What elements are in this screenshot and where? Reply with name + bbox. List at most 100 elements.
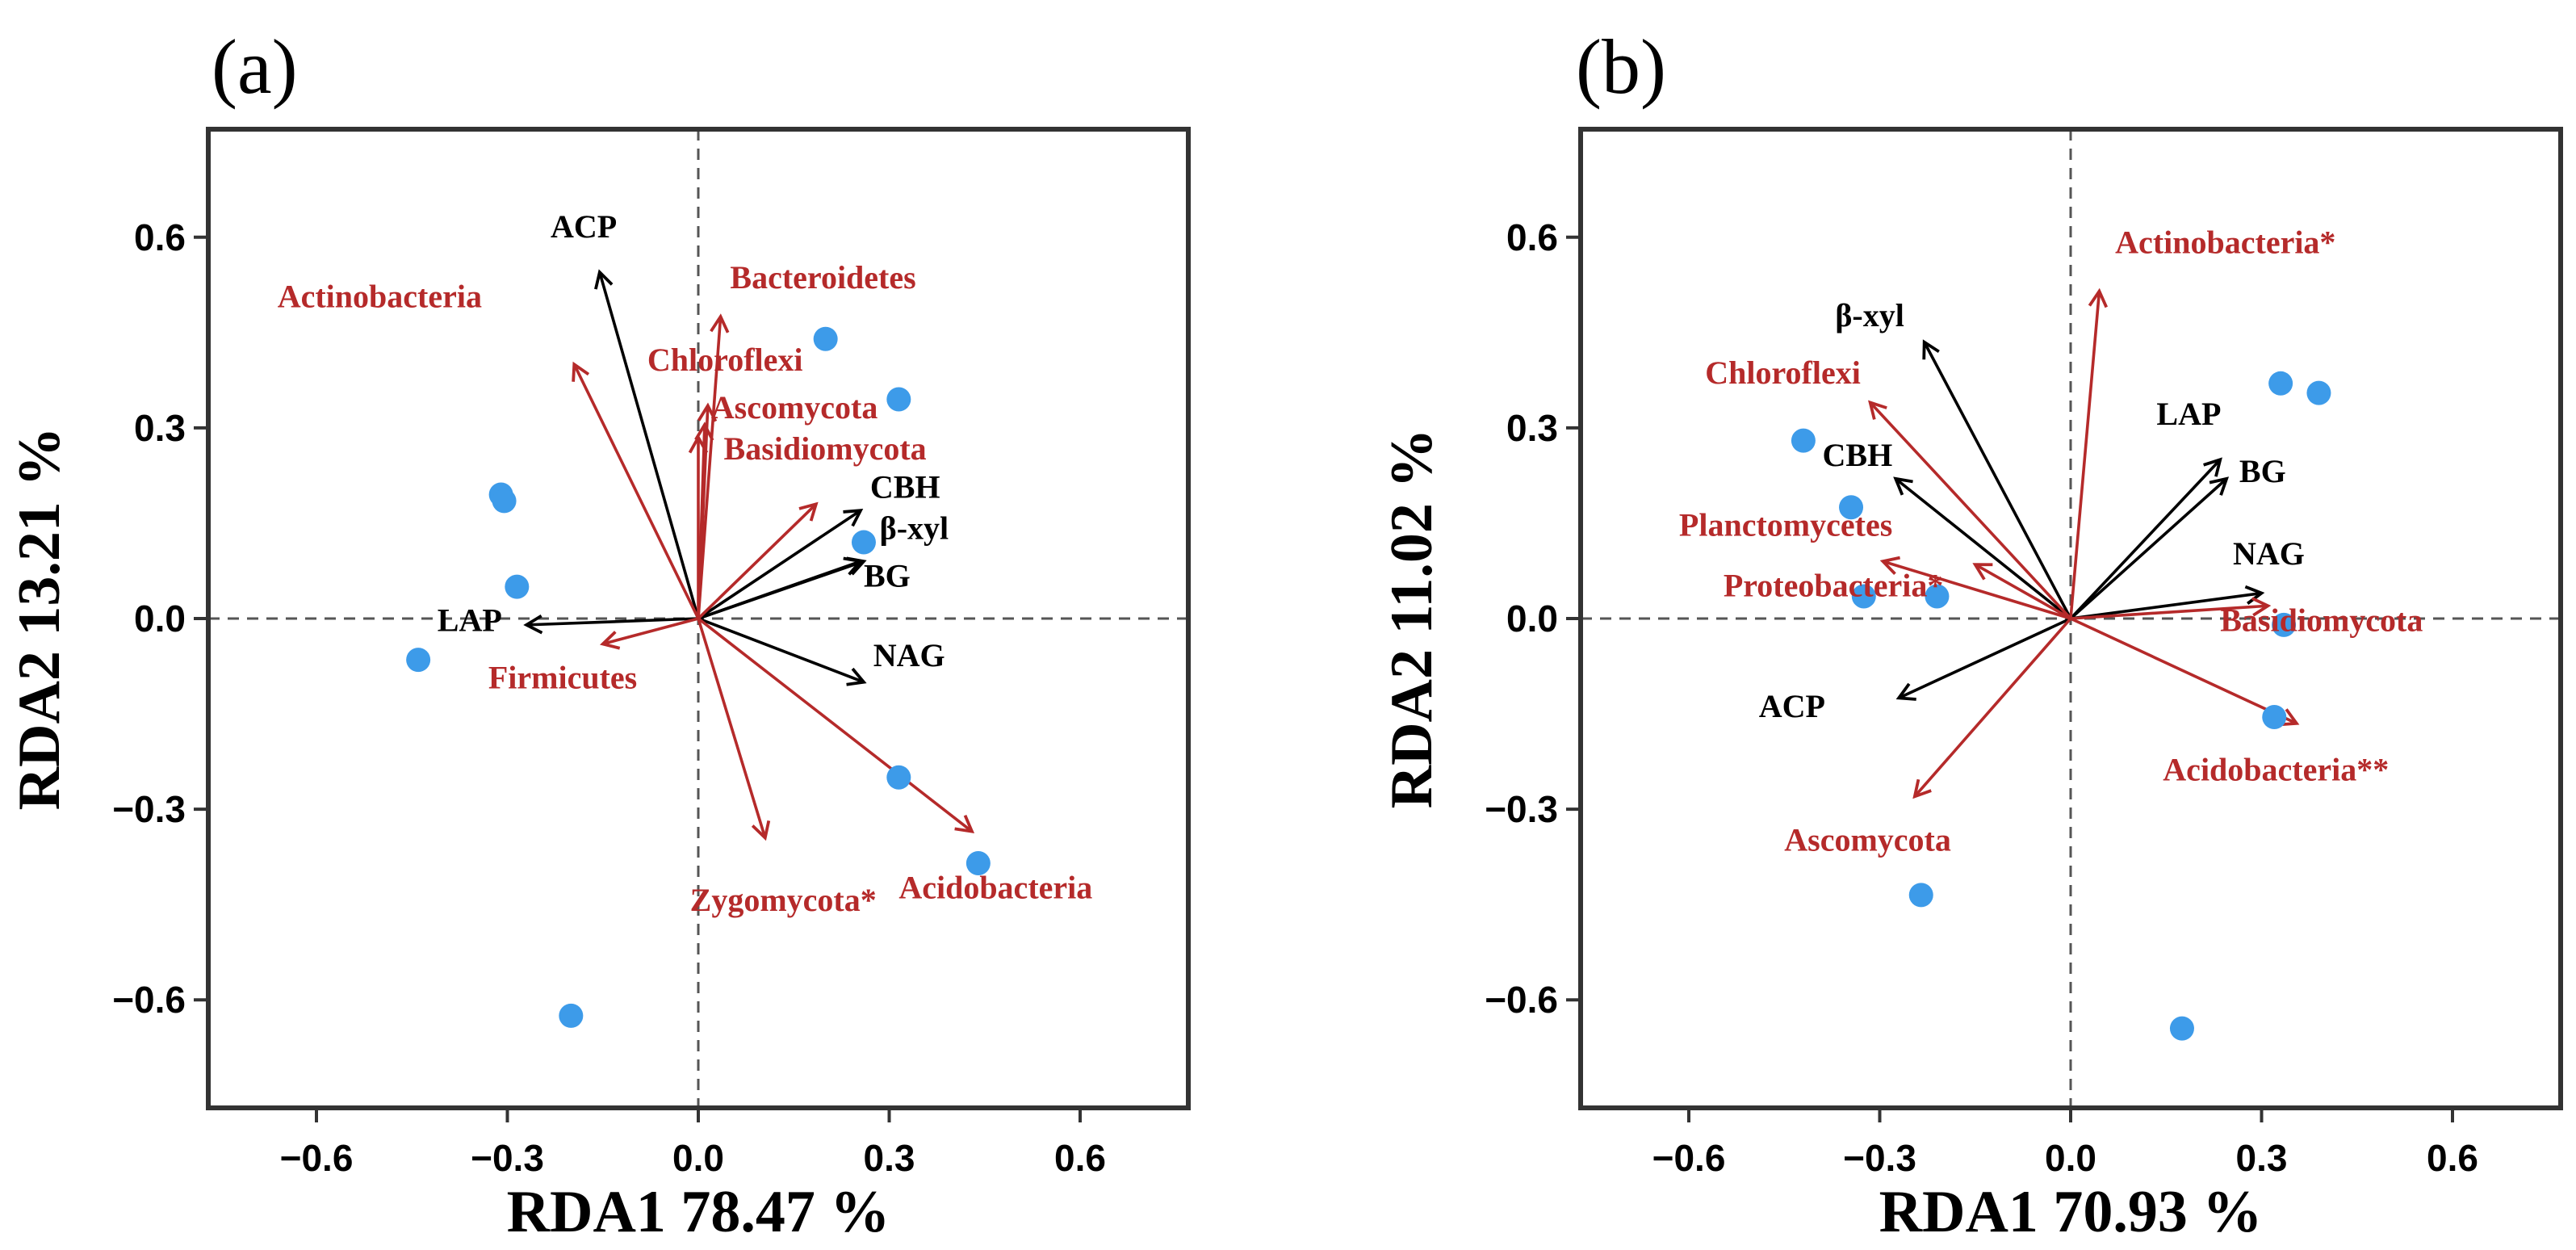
taxa-label: Actinobacteria bbox=[278, 278, 482, 314]
vector-arrow bbox=[1893, 476, 2072, 620]
sample-point bbox=[559, 1003, 584, 1028]
y-tick-label: −0.3 bbox=[112, 788, 186, 830]
plot-frame bbox=[206, 127, 1191, 1110]
x-axis-label: RDA1 78.47 % bbox=[507, 1179, 890, 1245]
y-tick-label: 0.0 bbox=[134, 598, 186, 640]
x-tick-label: −0.3 bbox=[1843, 1137, 1916, 1179]
y-tick-label: −0.6 bbox=[112, 979, 186, 1021]
x-tick-label: −0.6 bbox=[280, 1137, 354, 1179]
vector-arrow bbox=[1879, 556, 2071, 620]
sample-point bbox=[1908, 883, 1933, 908]
y-tick-label: 0.3 bbox=[1506, 407, 1558, 449]
enzyme-label: NAG bbox=[873, 637, 945, 673]
enzyme-label: β-xyl bbox=[880, 510, 949, 547]
x-tick-label: 0.0 bbox=[2045, 1137, 2096, 1179]
sample-point bbox=[505, 574, 530, 599]
sample-point bbox=[1839, 495, 1864, 520]
taxa-label: Firmicutes bbox=[488, 660, 637, 696]
vector-arrow bbox=[697, 313, 730, 619]
sample-point bbox=[1925, 584, 1950, 609]
x-tick-label: 0.6 bbox=[2427, 1137, 2478, 1179]
taxa-label: Ascomycota bbox=[711, 389, 878, 426]
enzyme-label: β-xyl bbox=[1835, 297, 1904, 333]
vector-arrow bbox=[1922, 339, 2072, 619]
sample-point bbox=[2268, 371, 2293, 396]
sample-point bbox=[492, 489, 517, 514]
vector-arrow bbox=[523, 615, 699, 635]
x-axis-label: RDA1 70.93 % bbox=[1879, 1179, 2263, 1245]
y-tick-label: 0.3 bbox=[134, 407, 186, 449]
y-axis-label: RDA2 11.02 % bbox=[1379, 429, 1445, 809]
sample-point bbox=[886, 765, 911, 790]
enzyme-label: BG bbox=[2239, 453, 2286, 489]
vector-arrow bbox=[697, 556, 864, 620]
enzyme-label: NAG bbox=[2233, 535, 2305, 572]
vector-arrow bbox=[599, 617, 699, 650]
sample-point bbox=[2272, 612, 2297, 637]
vector-arrow bbox=[594, 269, 700, 619]
x-tick-label: 0.3 bbox=[2236, 1137, 2288, 1179]
taxa-label: Actinobacteria* bbox=[2115, 224, 2335, 260]
y-tick-label: 0.0 bbox=[1506, 598, 1558, 640]
taxa-label: Acidobacteria** bbox=[2163, 752, 2389, 788]
enzyme-label: CBH bbox=[1823, 437, 1893, 473]
sample-point bbox=[1791, 428, 1816, 453]
taxa-label: Basidiomycota bbox=[2220, 602, 2423, 639]
vector-arrow bbox=[572, 361, 700, 619]
enzyme-label: BG bbox=[864, 558, 911, 594]
vector-arrow bbox=[697, 501, 819, 620]
taxa-label: Basidiomycota bbox=[724, 430, 927, 467]
sample-point bbox=[2262, 704, 2287, 729]
enzyme-label: ACP bbox=[551, 208, 617, 245]
panel-a: −0.6 −0.3 0.0 0.3 0.6 0.6 0.3 0.0 −0.3 −0.6 ACP CBH… bbox=[6, 23, 1191, 1245]
sample-point bbox=[813, 326, 838, 351]
vector-arrow bbox=[2069, 287, 2109, 619]
sample-point bbox=[851, 530, 876, 555]
vector-arrow bbox=[1972, 563, 2071, 620]
taxa-label: Chloroflexi bbox=[1705, 354, 1861, 391]
enzyme-label: ACP bbox=[1759, 688, 1825, 724]
taxa-label: Acidobacteria bbox=[898, 869, 1092, 905]
vector-arrow bbox=[1895, 617, 2071, 701]
sample-point bbox=[886, 387, 911, 412]
taxa-label: Zygomycota* bbox=[690, 882, 877, 918]
taxa-label: Proteobacteria* bbox=[1724, 567, 1943, 603]
enzyme-label: LAP bbox=[438, 602, 502, 639]
x-tick-label: −0.3 bbox=[471, 1137, 544, 1179]
taxa-label: Ascomycota bbox=[1784, 821, 1951, 858]
y-tick-label: 0.6 bbox=[134, 216, 186, 258]
y-axis-label: RDA2 13.21 % bbox=[6, 427, 73, 811]
vector-arrow bbox=[2070, 585, 2265, 620]
sample-point bbox=[1851, 584, 1876, 609]
sample-point bbox=[2169, 1016, 2194, 1041]
y-tick-label: −0.3 bbox=[1485, 788, 1558, 830]
vector-arrow bbox=[1868, 400, 2072, 620]
panel-b: −0.6 −0.3 0.0 0.3 0.6 0.6 0.3 0.0 −0.3 −0.6 β-xyl C… bbox=[1379, 23, 2563, 1245]
enzyme-label: LAP bbox=[2156, 396, 2221, 432]
plot-frame bbox=[1578, 127, 2563, 1110]
vector-arrow bbox=[697, 617, 867, 686]
vector-arrow bbox=[697, 509, 864, 620]
y-tick-label: −0.6 bbox=[1485, 979, 1558, 1021]
vector-arrow bbox=[697, 618, 771, 841]
sample-point bbox=[965, 851, 991, 875]
y-tick-label: 0.6 bbox=[1506, 216, 1558, 258]
vector-arrow bbox=[2070, 617, 2300, 727]
sample-point bbox=[406, 648, 431, 673]
vector-arrow bbox=[2070, 597, 2272, 620]
x-tick-label: 0.0 bbox=[672, 1137, 724, 1179]
x-tick-label: −0.6 bbox=[1652, 1137, 1726, 1179]
taxa-label: Chloroflexi bbox=[647, 342, 803, 378]
sample-point bbox=[2306, 380, 2331, 405]
vector-arrow bbox=[2069, 476, 2230, 620]
vector-arrow bbox=[2069, 457, 2222, 620]
vector-arrow bbox=[1912, 617, 2072, 799]
vector-arrow bbox=[697, 617, 975, 834]
taxa-label: Bacteroidetes bbox=[730, 259, 915, 296]
enzyme-label: CBH bbox=[870, 468, 940, 505]
panel-label: (b) bbox=[1576, 23, 1666, 110]
panel-label: (a) bbox=[212, 23, 298, 110]
x-tick-label: 0.6 bbox=[1054, 1137, 1106, 1179]
x-tick-label: 0.3 bbox=[864, 1137, 915, 1179]
